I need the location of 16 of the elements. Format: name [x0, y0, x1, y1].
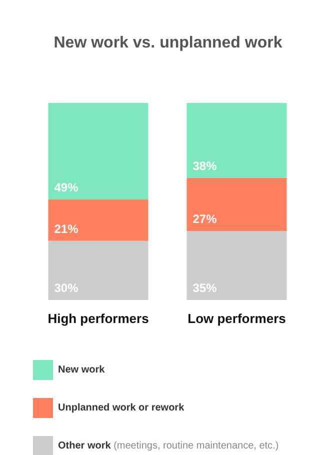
x-tick-label: Low performers: [188, 311, 286, 326]
bar: [48, 200, 148, 241]
legend-label: New work: [58, 364, 106, 376]
bar: [186, 178, 287, 232]
x-tick-label: High performers: [48, 311, 149, 326]
data-label: 27%: [192, 212, 218, 226]
bar: [186, 231, 287, 300]
data-label: 38%: [192, 158, 218, 173]
bar: [48, 103, 148, 200]
legend-label: Unplanned work or rework: [58, 402, 185, 414]
data-label: 49%: [54, 180, 79, 195]
legend-label: Other work (meetings, routine maintenance, etc.): [58, 440, 279, 452]
data-label: 21%: [54, 222, 79, 236]
bar: [48, 240, 148, 300]
bar: [186, 103, 287, 178]
chart-title: New work vs. unplanned work: [54, 34, 282, 52]
